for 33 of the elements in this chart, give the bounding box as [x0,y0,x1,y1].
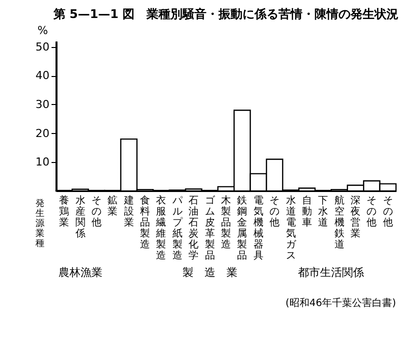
x-tick-label: その他 [91,196,102,228]
y-tick-label: 50 [36,40,50,54]
x-tick-label: 石油石炭化学 [188,196,199,262]
x-tick-label: 水産関係 [75,194,86,240]
text: 農林漁業 [58,266,102,279]
text: 都市生活関係 [298,266,364,279]
text: 製 造 業 [182,266,238,279]
x-tick-label: 電気機械器具 [253,196,264,262]
x-tick-label: 深夜営業 [350,194,361,240]
x-tick-label: その他 [382,196,393,228]
x-tick-label: その他 [270,196,280,228]
chart-title: 第 5—1—1 図 業種別騒音・振動に係る苦情・陳情の発生状況 [52,7,399,21]
x-tick-label: 木製品製造 [221,194,231,250]
text: (昭和46年千葉公害白書) [285,297,396,309]
x-tick-label: 養鶏業 [59,194,70,228]
y-tick-label: 40 [36,69,50,82]
x-tick-label: 自動車 [302,194,312,228]
x-tick-label: ゴム皮革製品 [204,194,216,262]
x-tick-label: パルプ紙製造 [171,196,184,262]
y-tick-label: 20 [36,126,50,140]
x-tick-label: その他 [366,196,377,228]
x-tick-label: 鉱業 [108,194,118,218]
x-tick-label: 航空機鉄道 [334,194,344,250]
x-tick-label: 鉄鋼金属製品 [237,194,248,262]
x-tick-label: 下水道 [318,196,328,228]
y-axis-title: % [38,24,48,37]
y-tick-label: 30 [36,98,50,111]
x-axis-title: 発生源業種 [36,198,44,249]
x-tick-label: 食料品製造 [140,194,150,250]
y-tick-label: 10 [36,156,50,169]
x-tick-label: 衣服繊維製造 [155,194,166,262]
x-tick-label: 建設業 [122,194,134,228]
x-tick-label: 水道電気ガス [286,194,297,262]
